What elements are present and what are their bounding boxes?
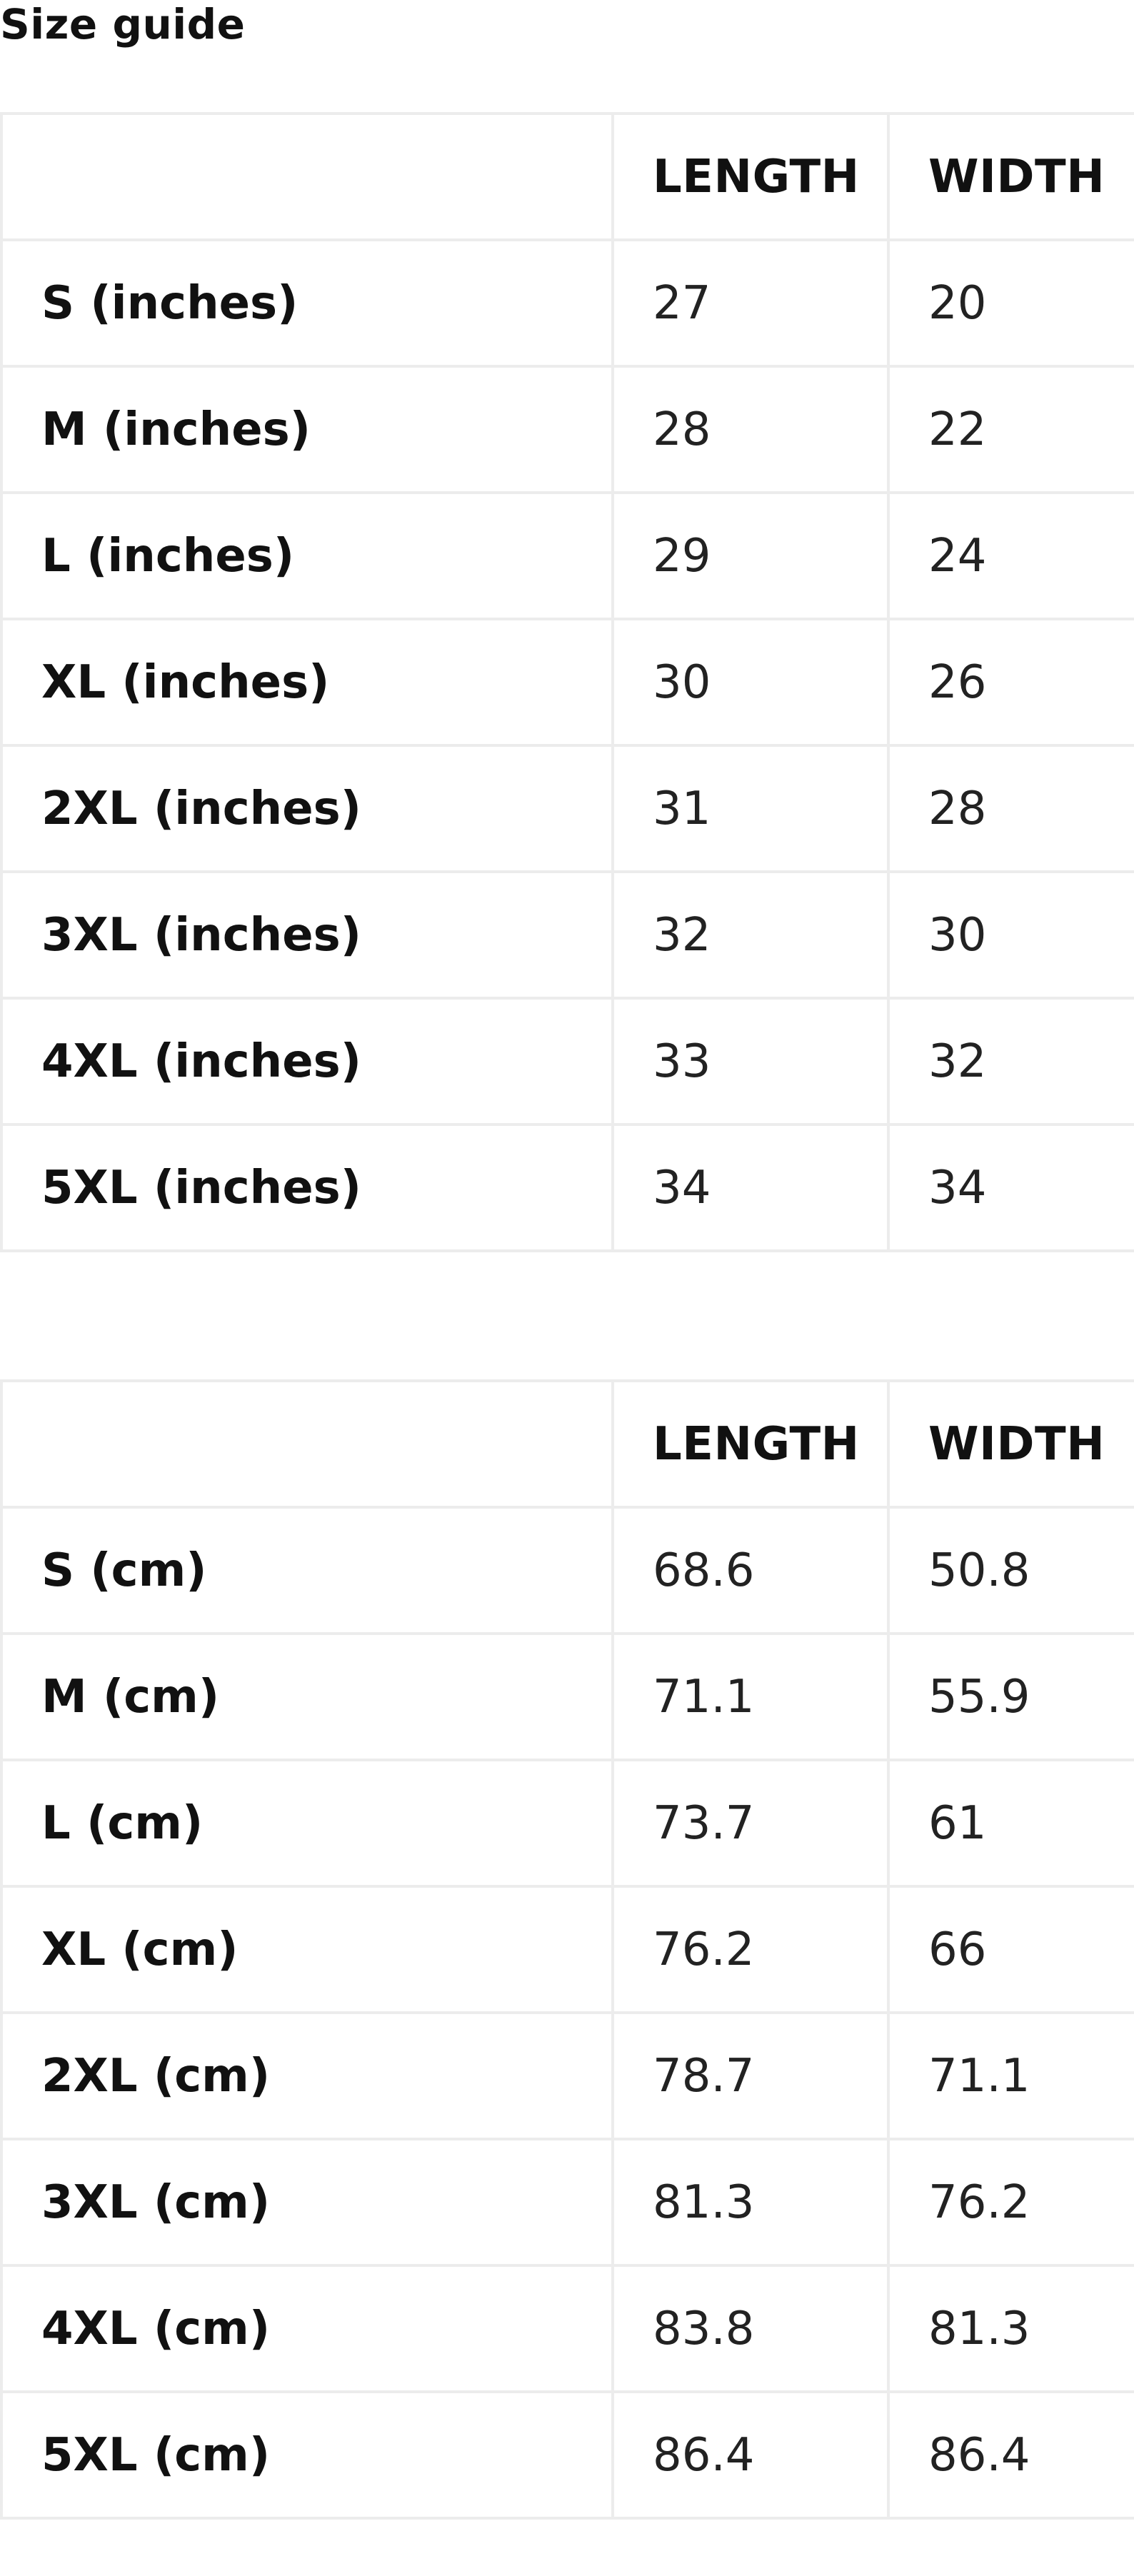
- table-row: 4XL (cm) 83.8 81.3: [0, 2264, 1134, 2393]
- size-label-cell: 3XL (inches): [0, 870, 614, 1000]
- length-cell: 32: [611, 870, 890, 1000]
- length-cell: 33: [611, 997, 890, 1126]
- length-cell: 68.6: [611, 1506, 890, 1635]
- width-cell: 71.1: [887, 2011, 1134, 2140]
- length-cell: 34: [611, 1123, 890, 1252]
- size-label-cell: 4XL (cm): [0, 2264, 614, 2393]
- width-cell: 55.9: [887, 1632, 1134, 1761]
- size-label-cell: 2XL (inches): [0, 744, 614, 873]
- table-row: 2XL (inches) 31 28: [0, 744, 1134, 873]
- table-row: L (cm) 73.7 61: [0, 1759, 1134, 1888]
- header-length: LENGTH: [611, 1379, 890, 1509]
- table-row: 5XL (cm) 86.4 86.4: [0, 2390, 1134, 2520]
- width-cell: 66: [887, 1885, 1134, 2014]
- header-size: [0, 1379, 614, 1509]
- width-cell: 50.8: [887, 1506, 1134, 1635]
- width-cell: 86.4: [887, 2390, 1134, 2520]
- width-cell: 32: [887, 997, 1134, 1126]
- size-label-cell: 2XL (cm): [0, 2011, 614, 2140]
- length-cell: 76.2: [611, 1885, 890, 2014]
- table-row: 3XL (inches) 32 30: [0, 870, 1134, 1000]
- width-cell: 61: [887, 1759, 1134, 1888]
- length-cell: 31: [611, 744, 890, 873]
- page-title: Size guide: [0, 0, 246, 49]
- size-label-cell: S (inches): [0, 238, 614, 368]
- table-row: 2XL (cm) 78.7 71.1: [0, 2011, 1134, 2140]
- width-cell: 34: [887, 1123, 1134, 1252]
- table-row: S (cm) 68.6 50.8: [0, 1506, 1134, 1635]
- header-size: [0, 112, 614, 241]
- size-table-cm: LENGTH WIDTH S (cm) 68.6 50.8 M (cm) 71.1 55.…: [0, 1379, 1134, 2520]
- width-cell: 76.2: [887, 2138, 1134, 2267]
- header-row: LENGTH WIDTH: [0, 1379, 1134, 1509]
- size-table-inches: LENGTH WIDTH S (inches) 27 20 M (inches) 28 2…: [0, 112, 1134, 1252]
- length-cell: 78.7: [611, 2011, 890, 2140]
- length-cell: 73.7: [611, 1759, 890, 1888]
- length-cell: 81.3: [611, 2138, 890, 2267]
- size-label-cell: L (inches): [0, 491, 614, 620]
- size-label-cell: S (cm): [0, 1506, 614, 1635]
- table-row: 4XL (inches) 33 32: [0, 997, 1134, 1126]
- table-row: 3XL (cm) 81.3 76.2: [0, 2138, 1134, 2267]
- table-row: XL (cm) 76.2 66: [0, 1885, 1134, 2014]
- length-cell: 29: [611, 491, 890, 620]
- length-cell: 86.4: [611, 2390, 890, 2520]
- size-label-cell: 3XL (cm): [0, 2138, 614, 2267]
- size-label-cell: M (inches): [0, 365, 614, 494]
- size-label-cell: XL (inches): [0, 618, 614, 747]
- length-cell: 28: [611, 365, 890, 494]
- length-cell: 71.1: [611, 1632, 890, 1761]
- width-cell: 22: [887, 365, 1134, 494]
- width-cell: 30: [887, 870, 1134, 1000]
- width-cell: 24: [887, 491, 1134, 620]
- table-row: L (inches) 29 24: [0, 491, 1134, 620]
- header-width: WIDTH: [887, 1379, 1134, 1509]
- table-row: M (cm) 71.1 55.9: [0, 1632, 1134, 1761]
- width-cell: 28: [887, 744, 1134, 873]
- table-row: 5XL (inches) 34 34: [0, 1123, 1134, 1252]
- width-cell: 20: [887, 238, 1134, 368]
- width-cell: 26: [887, 618, 1134, 747]
- size-label-cell: M (cm): [0, 1632, 614, 1761]
- length-cell: 30: [611, 618, 890, 747]
- header-length: LENGTH: [611, 112, 890, 241]
- length-cell: 83.8: [611, 2264, 890, 2393]
- size-label-cell: XL (cm): [0, 1885, 614, 2014]
- width-cell: 81.3: [887, 2264, 1134, 2393]
- size-label-cell: 5XL (cm): [0, 2390, 614, 2520]
- length-cell: 27: [611, 238, 890, 368]
- size-label-cell: L (cm): [0, 1759, 614, 1888]
- header-width: WIDTH: [887, 112, 1134, 241]
- table-row: XL (inches) 30 26: [0, 618, 1134, 747]
- size-label-cell: 4XL (inches): [0, 997, 614, 1126]
- header-row: LENGTH WIDTH: [0, 112, 1134, 241]
- table-row: S (inches) 27 20: [0, 238, 1134, 368]
- table-row: M (inches) 28 22: [0, 365, 1134, 494]
- size-label-cell: 5XL (inches): [0, 1123, 614, 1252]
